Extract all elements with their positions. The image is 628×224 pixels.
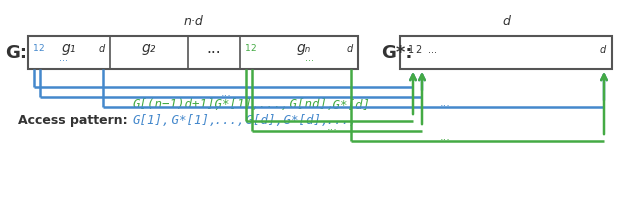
Text: G*[1],: G*[1],	[207, 98, 260, 111]
Text: ...: ...	[440, 132, 451, 142]
Text: d: d	[347, 43, 353, 54]
Text: gₙ: gₙ	[297, 41, 311, 54]
Text: G*[1],: G*[1],	[164, 114, 217, 127]
Text: G[nd],: G[nd],	[282, 98, 334, 111]
Text: 1: 1	[408, 45, 414, 54]
Text: ...,: ...,	[319, 114, 357, 127]
Text: ...: ...	[428, 45, 437, 54]
Text: 1: 1	[33, 44, 39, 53]
Text: G[(n−1)d+1],: G[(n−1)d+1],	[133, 98, 223, 111]
Text: n·d: n·d	[183, 15, 203, 28]
Text: 2: 2	[250, 44, 256, 53]
Text: G[d],: G[d],	[239, 114, 283, 127]
Text: ...: ...	[221, 88, 232, 98]
Text: G:: G:	[5, 43, 27, 62]
Text: ...: ...	[60, 52, 68, 62]
Polygon shape	[400, 36, 612, 69]
Text: G[1],: G[1],	[133, 114, 170, 127]
Text: d: d	[600, 45, 606, 54]
Text: ...,: ...,	[207, 114, 245, 127]
Text: 1: 1	[245, 44, 251, 53]
Text: Access pattern:: Access pattern:	[18, 114, 127, 127]
Text: G*[d],: G*[d],	[276, 114, 328, 127]
Text: d: d	[99, 43, 105, 54]
Text: d: d	[502, 15, 510, 28]
Text: 2: 2	[38, 44, 43, 53]
Text: g₁: g₁	[62, 41, 76, 54]
Text: ...,: ...,	[251, 98, 288, 111]
Text: G*:: G*:	[381, 43, 413, 62]
Text: ...: ...	[440, 98, 451, 108]
Text: g₂: g₂	[142, 41, 156, 54]
Polygon shape	[28, 36, 358, 69]
Text: ...: ...	[305, 52, 313, 62]
Text: G*[d]: G*[d]	[325, 98, 370, 111]
Text: 2: 2	[415, 45, 421, 54]
Text: ...: ...	[207, 41, 221, 56]
Text: ...: ...	[327, 122, 338, 132]
